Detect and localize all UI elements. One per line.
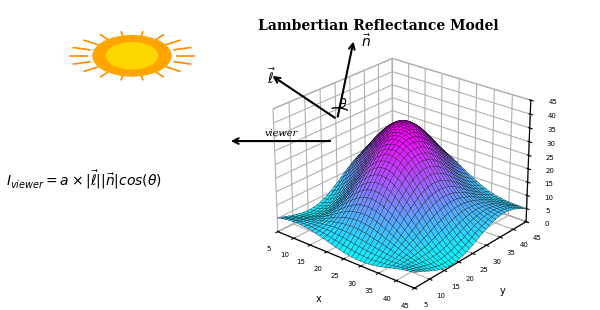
Text: $\theta$: $\theta$ bbox=[338, 98, 348, 112]
Circle shape bbox=[93, 36, 171, 76]
Y-axis label: y: y bbox=[500, 286, 506, 296]
Text: Lambertian Reflectance Model: Lambertian Reflectance Model bbox=[257, 19, 499, 33]
Text: $\vec{n}$: $\vec{n}$ bbox=[361, 33, 371, 50]
X-axis label: x: x bbox=[315, 294, 321, 304]
Text: viewer: viewer bbox=[264, 129, 298, 138]
Text: $I_{viewer} = a \times |\vec{\ell}||\vec{n}|cos(\theta)$: $I_{viewer} = a \times |\vec{\ell}||\vec… bbox=[6, 169, 162, 191]
Circle shape bbox=[107, 43, 157, 69]
Text: $\vec{\ell}$: $\vec{\ell}$ bbox=[268, 67, 276, 87]
